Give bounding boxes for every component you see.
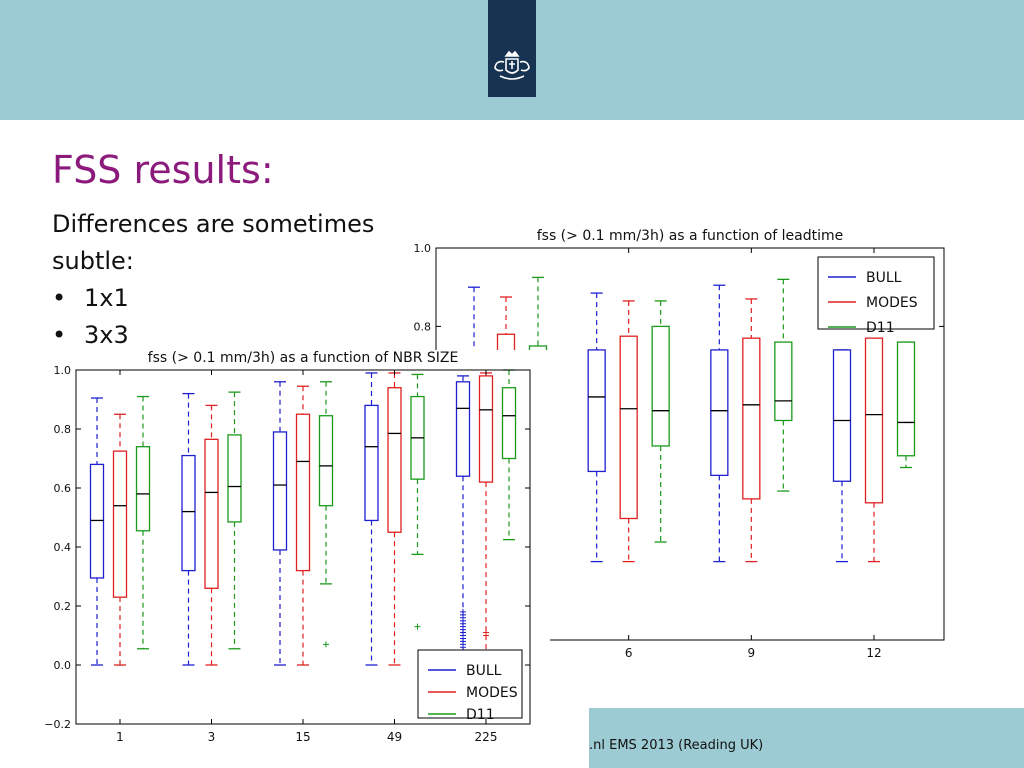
box-iqr	[896, 341, 916, 457]
chart-title: fss (> 0.1 mm/3h) as a function of NBR S…	[148, 350, 459, 366]
box-iqr	[710, 349, 729, 477]
box-iqr	[864, 337, 884, 504]
y-tick-label: −0.2	[44, 718, 71, 731]
coat-of-arms-icon	[494, 50, 530, 80]
box-modes	[742, 298, 761, 563]
x-tick-label: 49	[387, 730, 402, 744]
bullet-dot: •	[52, 284, 67, 312]
legend-label: BULL	[866, 270, 902, 286]
box-iqr	[587, 349, 606, 473]
box-iqr	[204, 438, 219, 589]
legend-label: MODES	[866, 295, 918, 311]
chart-nbr-size: fss (> 0.1 mm/3h) as a function of NBR S…	[30, 350, 550, 760]
bullet-label: 3x3	[84, 321, 129, 349]
outlier-point	[323, 641, 329, 648]
outlier-point	[414, 623, 421, 630]
box-bull	[832, 349, 852, 563]
legend-box	[417, 649, 523, 719]
box-iqr	[112, 450, 128, 598]
box-modes	[112, 413, 128, 666]
box-modes	[204, 404, 219, 666]
box-iqr	[619, 335, 638, 520]
x-tick-label: 15	[295, 730, 310, 744]
box-bull	[455, 375, 471, 651]
box-iqr	[455, 381, 471, 477]
legend-box	[817, 256, 935, 330]
box-iqr	[227, 434, 242, 523]
box-d11	[501, 369, 517, 541]
body-line: Differences are sometimes	[52, 210, 375, 238]
y-tick-label: 0.8	[414, 320, 432, 333]
x-tick-label: 3	[208, 730, 216, 744]
x-tick-label: 9	[748, 646, 756, 660]
box-d11	[774, 278, 793, 492]
logo	[488, 0, 536, 97]
y-tick-label: 0.4	[54, 541, 72, 554]
box-bull	[89, 397, 105, 666]
box-iqr	[774, 341, 793, 422]
box-iqr	[651, 325, 670, 447]
box-modes	[387, 372, 402, 666]
y-tick-label: 0.8	[54, 423, 72, 436]
box-iqr	[89, 463, 105, 579]
box-bull	[710, 284, 729, 563]
footer-bar: .nl EMS 2013 (Reading UK)	[589, 708, 1024, 768]
y-tick-label: 0.6	[54, 482, 72, 495]
box-bull	[587, 292, 606, 563]
box-iqr	[272, 431, 288, 551]
box-modes	[864, 337, 884, 563]
slide-body: Differences are sometimes subtle: • 1x1 •…	[52, 206, 374, 354]
y-tick-label: 0.2	[54, 600, 72, 613]
chart-title: fss (> 0.1 mm/3h) as a function of leadt…	[537, 228, 844, 244]
box-d11	[896, 341, 916, 469]
box-modes	[295, 385, 311, 666]
legend: BULL MODES D11	[417, 649, 523, 723]
legend-label: D11	[866, 320, 895, 336]
x-tick-label: 12	[866, 646, 881, 660]
x-tick-label: 6	[625, 646, 633, 660]
box-iqr	[742, 337, 761, 500]
box-d11	[410, 373, 425, 630]
box-modes	[478, 372, 494, 666]
x-tick-label: 225	[475, 730, 498, 744]
bullet-item: • 1x1	[52, 280, 374, 317]
box-iqr	[478, 375, 494, 483]
box-d11	[227, 391, 242, 650]
box-iqr	[364, 404, 379, 522]
box-iqr	[181, 454, 196, 572]
y-tick-label: 1.0	[414, 242, 432, 255]
bullet-item: • 3x3	[52, 317, 374, 354]
outlier-point	[483, 629, 489, 636]
slide-title: FSS results:	[52, 148, 274, 192]
box-bull	[181, 392, 196, 666]
x-tick-label: 1	[116, 730, 124, 744]
legend-label: BULL	[466, 663, 502, 679]
box-bull	[272, 381, 288, 666]
legend-label: MODES	[466, 685, 518, 701]
body-line: subtle:	[52, 247, 134, 275]
legend: BULL MODES D11	[817, 256, 935, 336]
box-iqr	[501, 387, 517, 460]
box-modes	[619, 300, 638, 563]
box-iqr	[295, 413, 311, 572]
box-iqr	[318, 415, 334, 507]
box-d11	[318, 381, 334, 648]
y-tick-label: 1.0	[54, 364, 72, 377]
legend-label: D11	[466, 707, 495, 723]
box-iqr	[135, 446, 151, 532]
footer-text: .nl EMS 2013 (Reading UK)	[589, 738, 764, 753]
outlier-point	[460, 608, 466, 615]
box-iqr	[387, 387, 402, 533]
bullet-label: 1x1	[84, 284, 129, 312]
box-bull	[364, 372, 379, 666]
bullet-dot: •	[52, 321, 67, 349]
box-iqr	[832, 349, 852, 482]
y-tick-label: 0.0	[54, 659, 72, 672]
box-d11	[651, 300, 670, 543]
